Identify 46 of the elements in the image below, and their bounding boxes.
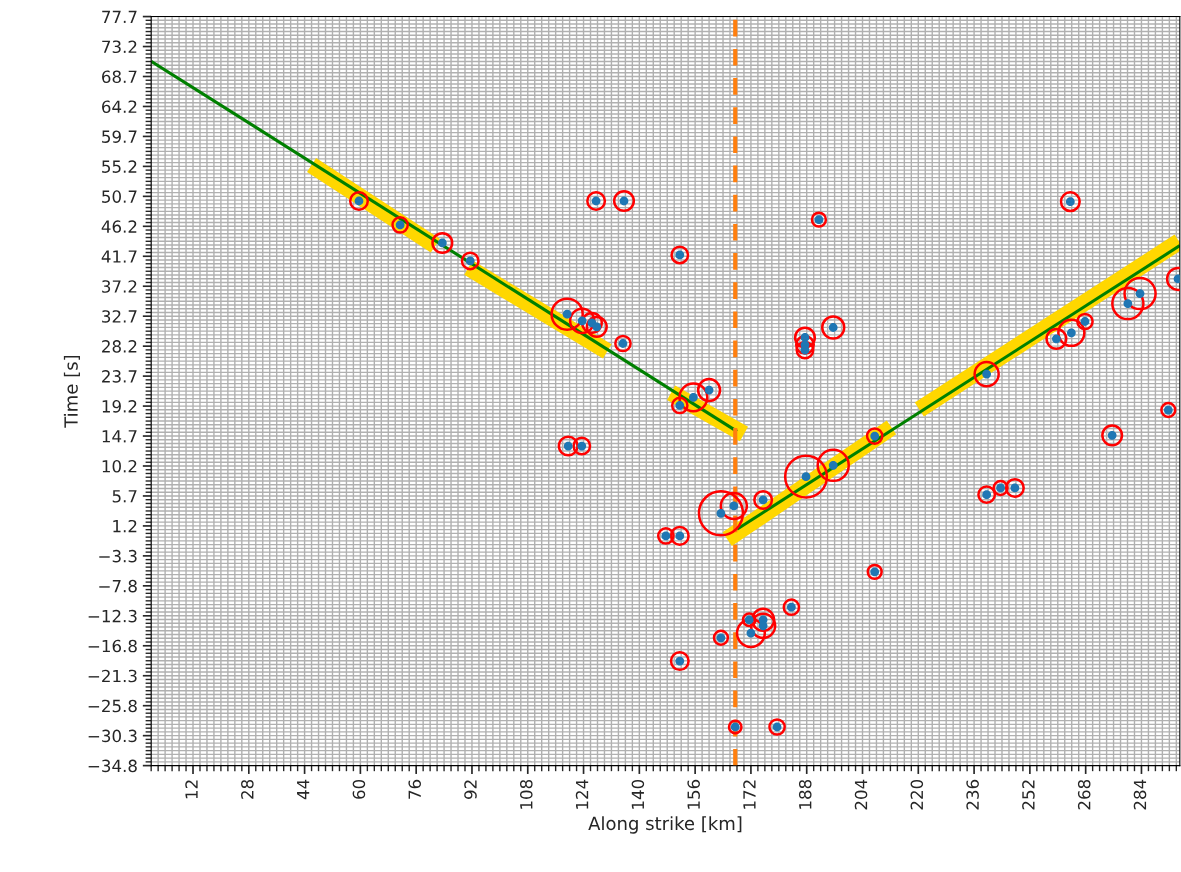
x-tick-label: 188 xyxy=(798,779,812,809)
x-tick-label: 44 xyxy=(297,779,310,800)
y-tick-label: 73.2 xyxy=(102,40,137,54)
y-tick-label: −3.3 xyxy=(99,549,137,563)
x-tick-label: 252 xyxy=(1022,780,1035,810)
y-tick-label: −34.8 xyxy=(88,759,137,773)
x-tick-label: 172 xyxy=(743,780,756,809)
y-axis-title: Time [s] xyxy=(63,355,80,428)
x-tick-label: 108 xyxy=(519,779,533,809)
y-tick-label: −7.8 xyxy=(99,579,137,593)
y-tick-label: 14.7 xyxy=(102,430,137,443)
y-tick-label: 5.7 xyxy=(112,490,137,503)
y-tick-label: 32.7 xyxy=(102,310,137,323)
x-tick-label: 204 xyxy=(854,779,868,810)
y-tick-label: −25.8 xyxy=(88,699,137,713)
x-tick-label: 284 xyxy=(1133,779,1147,810)
y-tick-label: −21.3 xyxy=(88,669,137,683)
x-axis-title: Along strike [km] xyxy=(588,816,742,834)
y-tick-label: 64.2 xyxy=(102,100,137,114)
x-tick-label: 140 xyxy=(631,779,645,809)
x-tick-label: 76 xyxy=(408,779,422,799)
y-tick-label: 37.2 xyxy=(102,280,137,293)
x-tick-label: 60 xyxy=(352,779,366,799)
x-tick-label: 92 xyxy=(464,780,477,799)
y-tick-label: 68.7 xyxy=(102,70,137,84)
x-tick-label: 220 xyxy=(910,779,924,810)
x-tick-label: 236 xyxy=(966,779,979,810)
y-tick-label: 50.7 xyxy=(102,190,137,203)
x-tick-label: 28 xyxy=(241,779,254,799)
y-tick-label: 59.7 xyxy=(102,130,137,143)
y-tick-label: 19.2 xyxy=(102,400,137,413)
y-tick-label: 28.2 xyxy=(102,340,137,353)
y-tick-label: 10.2 xyxy=(102,459,137,473)
x-tick-label: 268 xyxy=(1077,779,1091,810)
x-tick-label: 12 xyxy=(185,780,198,799)
y-tick-label: 46.2 xyxy=(101,220,137,233)
y-tick-label: −12.3 xyxy=(88,609,137,623)
y-tick-label: −30.3 xyxy=(88,729,137,743)
y-tick-label: 55.2 xyxy=(102,160,137,173)
x-tick-label: 156 xyxy=(687,779,700,809)
y-tick-label: 77.7 xyxy=(102,10,137,23)
x-tick-label: 124 xyxy=(575,779,589,809)
y-tick-label: 41.7 xyxy=(101,250,137,263)
y-tick-label: −16.8 xyxy=(88,639,137,653)
y-tick-label: 23.7 xyxy=(102,370,137,383)
y-tick-label: 1.2 xyxy=(113,519,137,533)
